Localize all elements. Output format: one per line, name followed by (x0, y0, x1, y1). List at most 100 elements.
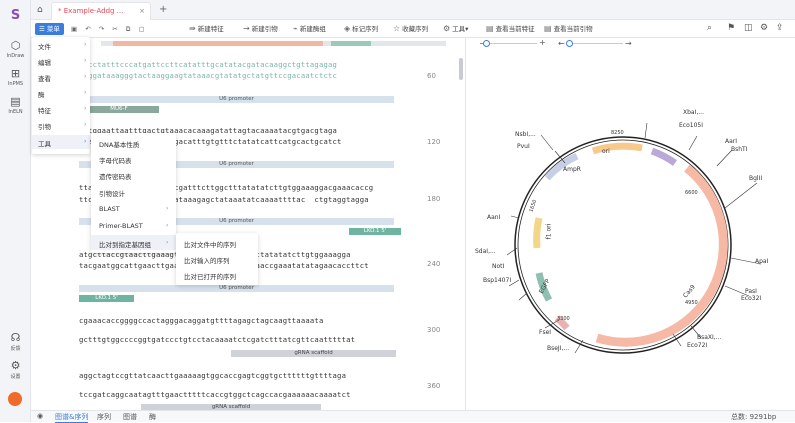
tab-sequence[interactable]: 序列 (97, 413, 111, 421)
search-icon[interactable]: ⌕ (707, 23, 713, 33)
split-view-icon[interactable]: ◫ (744, 23, 753, 33)
menu-item-primer[interactable]: 引物 (38, 123, 51, 131)
chevron-right-icon: › (84, 89, 87, 96)
view-current-primer-button[interactable]: ▤ 查看当前引物 (544, 24, 593, 33)
menu-item-feature[interactable]: 特征 (38, 107, 51, 115)
enzyme-label[interactable]: BglII (749, 175, 763, 182)
new-enzyme-set-button[interactable]: ⌁ 新建酶组 (293, 24, 326, 33)
enzyme-label[interactable]: SdaI,... (475, 248, 496, 255)
export-icon[interactable]: ⇪ (776, 23, 784, 33)
tools-dropdown[interactable]: ⚙ 工具▾ (443, 24, 469, 33)
tab-example[interactable]: * Example-Addg ... × (51, 2, 151, 20)
tab-map-sequence[interactable]: 图谱&序列 (55, 413, 89, 423)
seq-line[interactable]: taacctttaaattataaaactgacatttgtgtttctatat… (79, 137, 342, 146)
enzyme-label[interactable]: PvuI (517, 143, 530, 150)
sidebar-item-ineln[interactable]: ▤ InELN (8, 95, 23, 116)
seq-line[interactable]: gctttgtggccccggtgatccctgtcctacaaaatctcga… (79, 335, 356, 344)
home-icon[interactable]: ⌂ (37, 5, 43, 15)
feature-lko[interactable]: LKO.1 5' (349, 228, 401, 235)
enzyme-label[interactable]: NsbI,... (515, 131, 536, 138)
seq-line[interactable]: aggctagtccgttatcaacttgaaaaagtggcaccgagtc… (79, 371, 347, 380)
bookmark-icon[interactable]: ⚑ (727, 23, 736, 33)
feature-lko[interactable]: LKO.1 5' (79, 295, 134, 302)
enzyme-label[interactable]: Eco105I (679, 122, 703, 129)
feature-u6-promoter[interactable]: U6 promoter (79, 96, 394, 103)
seq-line[interactable]: ttcatgaaacagaaacctcaaataaagagctataaatatc… (79, 195, 369, 204)
menu-item-enzyme[interactable]: 酶 (38, 91, 45, 99)
zoom-slider-handle[interactable] (483, 40, 490, 47)
rotate-right-icon[interactable]: → (625, 39, 632, 48)
enzyme-label[interactable]: Eco72I (687, 342, 708, 349)
eye-icon[interactable]: ◉ (37, 412, 44, 420)
submenu-item-align-file[interactable]: 比对文件中的序列 (184, 241, 236, 249)
chevron-right-icon: › (84, 121, 87, 128)
submenu-item-align-genome[interactable]: 比对到指定基因组 (99, 241, 151, 249)
submenu-item-letter-codes[interactable]: 字母代码表 (99, 157, 132, 165)
tab-enzyme[interactable]: 酶 (149, 413, 156, 421)
seq-line[interactable]: tccgatcaggcaatagtttgaactttttcaccgtggctca… (79, 390, 351, 399)
submenu-item-blast[interactable]: BLAST (99, 205, 120, 213)
rotate-slider-handle[interactable] (566, 40, 573, 47)
rotate-left-icon[interactable]: ← (558, 39, 565, 48)
tab-map[interactable]: 图谱 (123, 413, 137, 421)
enzyme-label[interactable]: AarI (725, 138, 738, 145)
submenu-item-dna-properties[interactable]: DNA基本性质 (99, 141, 140, 149)
scrollbar-thumb[interactable] (459, 58, 463, 80)
enzyme-label[interactable]: Bsp1407I (483, 277, 512, 284)
enzyme-label[interactable]: ApaI (755, 258, 769, 265)
submenu-item-genetic-code[interactable]: 遗传密码表 (99, 173, 132, 181)
avatar[interactable] (8, 392, 22, 406)
feature-grna-scaffold[interactable]: gRNA scaffold (141, 404, 321, 410)
menu-button[interactable]: ☰ 菜单 (35, 23, 64, 35)
seq-line[interactable]: ttatgtaacttgaaagtatttcgatttcttggctttatat… (79, 183, 374, 192)
enzyme-label[interactable]: BseJI,... (547, 345, 570, 352)
sidebar-item-settings[interactable]: ⚙ 设置 (10, 359, 21, 381)
enzyme-label[interactable]: Eco32I (741, 295, 762, 302)
rotate-slider-track[interactable] (568, 43, 623, 44)
enzyme-label[interactable]: AanI (487, 214, 501, 221)
feature-u6-promoter[interactable]: U6 promoter (79, 218, 394, 225)
edit-icons[interactable]: ▣ ↶ ↷ ✂ ⧉ ▢ (71, 25, 148, 33)
new-feature-button[interactable]: ⇛ 新建特征 (189, 24, 224, 33)
sidebar-item-feedback[interactable]: ☊ 反馈 (10, 331, 21, 353)
enzyme-tick (554, 150, 566, 164)
zoom-out-icon[interactable]: − (479, 39, 486, 48)
submenu-item-primer-design[interactable]: 引物设计 (99, 190, 125, 198)
zoom-slider-track[interactable] (489, 43, 537, 44)
enzyme-label[interactable]: BsaXI,... (697, 334, 722, 341)
map-panel[interactable]: − + ← → or (467, 38, 795, 410)
favorite-sequence-button[interactable]: ☆ 收藏序列 (393, 24, 429, 33)
sidebar-item-indraw[interactable]: ⬡ InDraw (6, 39, 25, 60)
feature-grna-scaffold[interactable]: gRNA scaffold (231, 350, 396, 357)
submenu-item-primer-blast[interactable]: Primer-BLAST (99, 222, 143, 230)
new-primer-button[interactable]: → 新建引物 (243, 24, 278, 33)
align-submenu: 比对文件中的序列 比对输入的序列 比对已打开的序列 (176, 233, 258, 285)
seq-line[interactable]: ggcctatttcccatgattccttcatatttgcatatacgat… (79, 60, 338, 69)
menu-item-edit[interactable]: 编辑 (38, 59, 51, 67)
enzyme-label[interactable]: NotI (492, 263, 505, 270)
settings-icon[interactable]: ⚙ (760, 23, 769, 33)
seq-line[interactable]: attggaattaatttgactgtaaacacaaagatattagtac… (79, 126, 338, 135)
feature-u6-promoter[interactable]: U6 promoter (79, 285, 394, 292)
menu-item-tools[interactable]: 工具 (38, 140, 51, 148)
mark-sequence-button[interactable]: ◈ 标记序列 (344, 24, 379, 33)
menu-item-file[interactable]: 文件 (38, 43, 51, 51)
close-icon[interactable]: × (139, 7, 145, 15)
plasmid-map[interactable] (467, 38, 795, 410)
feature-u6-promoter[interactable]: U6 promoter (79, 161, 394, 168)
submenu-item-align-input[interactable]: 比对输入的序列 (184, 257, 230, 265)
feature-mu6-f[interactable]: MU6-F (79, 106, 159, 113)
enzyme-label[interactable]: BshTI (731, 146, 748, 153)
menu-item-view[interactable]: 查看 (38, 75, 51, 83)
enzyme-label[interactable]: FseI (539, 329, 552, 336)
zoom-in-icon[interactable]: + (539, 38, 546, 47)
seq-line[interactable]: ccggataaagggtactaaggaagtataaacgtatatgcta… (79, 71, 338, 80)
enzyme-label[interactable]: PasI (745, 288, 757, 295)
view-current-feature-button[interactable]: ▤ 查看当前特征 (486, 24, 535, 33)
add-tab-icon[interactable]: + (159, 4, 168, 15)
sidebar-item-inpms[interactable]: ⊞ InPMS (7, 67, 24, 88)
submenu-item-align-opened[interactable]: 比对已打开的序列 (184, 273, 236, 281)
enzyme-label[interactable]: XbaI,... (683, 109, 704, 116)
seq-line[interactable]: cgaaacaccggggccactagggacaggatgttttagagct… (79, 316, 324, 325)
enzyme-tick (690, 325, 702, 339)
